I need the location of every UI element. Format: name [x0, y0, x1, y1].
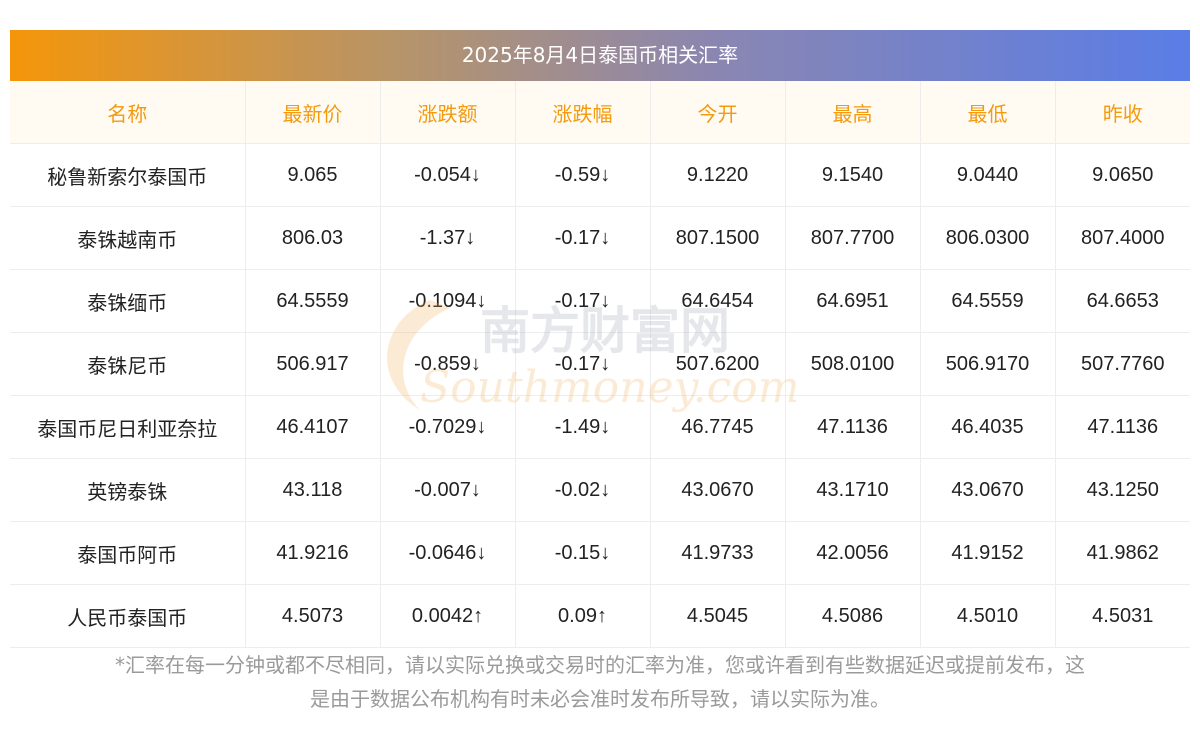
latest-cell: 506.917 — [245, 332, 381, 396]
low-cell: 46.4035 — [920, 395, 1056, 459]
name-cell: 英镑泰铢 — [10, 458, 246, 522]
change-cell: -0.7029↓ — [380, 395, 516, 459]
column-header-prev-close: 昨收 — [1055, 81, 1190, 144]
high-cell: 9.1540 — [785, 143, 921, 207]
name-cell: 泰铢尼币 — [10, 332, 246, 396]
disclaimer-line-1: *汇率在每一分钟或都不尽相同，请以实际兑换或交易时的汇率为准，您或许看到有些数据… — [115, 653, 1085, 677]
table-row: 泰铢缅币 64.5559 -0.1094↓ -0.17↓ 64.6454 64.6951 6… — [10, 269, 1190, 333]
low-cell: 64.5559 — [920, 269, 1056, 333]
latest-cell: 46.4107 — [245, 395, 381, 459]
change-cell: -0.054↓ — [380, 143, 516, 207]
open-cell: 807.1500 — [650, 206, 786, 270]
change-pct-cell: -1.49↓ — [515, 395, 651, 459]
low-cell: 41.9152 — [920, 521, 1056, 585]
low-cell: 43.0670 — [920, 458, 1056, 522]
change-cell: 0.0042↑ — [380, 584, 516, 648]
high-cell: 64.6951 — [785, 269, 921, 333]
latest-cell: 4.5073 — [245, 584, 381, 648]
name-cell: 泰国币尼日利亚奈拉 — [10, 395, 246, 459]
prev-close-cell: 807.4000 — [1055, 206, 1190, 270]
high-cell: 43.1710 — [785, 458, 921, 522]
change-pct-cell: -0.17↓ — [515, 269, 651, 333]
change-cell: -0.0646↓ — [380, 521, 516, 585]
high-cell: 508.0100 — [785, 332, 921, 396]
open-cell: 41.9733 — [650, 521, 786, 585]
high-cell: 42.0056 — [785, 521, 921, 585]
column-header-change: 涨跌额 — [380, 81, 516, 144]
name-cell: 秘鲁新索尔泰国币 — [10, 143, 246, 207]
latest-cell: 41.9216 — [245, 521, 381, 585]
prev-close-cell: 507.7760 — [1055, 332, 1190, 396]
prev-close-cell: 47.1136 — [1055, 395, 1190, 459]
change-pct-cell: -0.17↓ — [515, 206, 651, 270]
table-row: 泰铢尼币 506.917 -0.859↓ -0.17↓ 507.6200 508.0100… — [10, 332, 1190, 396]
low-cell: 9.0440 — [920, 143, 1056, 207]
name-cell: 泰铢越南币 — [10, 206, 246, 270]
column-header-latest: 最新价 — [245, 81, 381, 144]
low-cell: 4.5010 — [920, 584, 1056, 648]
prev-close-cell: 9.0650 — [1055, 143, 1190, 207]
column-header-high: 最高 — [785, 81, 921, 144]
name-cell: 人民币泰国币 — [10, 584, 246, 648]
latest-cell: 9.065 — [245, 143, 381, 207]
change-pct-cell: 0.09↑ — [515, 584, 651, 648]
prev-close-cell: 41.9862 — [1055, 521, 1190, 585]
disclaimer-line-2: 是由于数据公布机构有时未必会准时发布所导致，请以实际为准。 — [310, 687, 890, 711]
change-cell: -0.859↓ — [380, 332, 516, 396]
table-row: 泰国币尼日利亚奈拉 46.4107 -0.7029↓ -1.49↓ 46.7745 47.… — [10, 395, 1190, 459]
table-body: 秘鲁新索尔泰国币 9.065 -0.054↓ -0.59↓ 9.1220 9.1540 9.… — [10, 143, 1190, 648]
low-cell: 506.9170 — [920, 332, 1056, 396]
rate-table: 名称 最新价 涨跌额 涨跌幅 今开 最高 最低 昨收 秘鲁新索尔泰国币 9.065… — [10, 81, 1190, 648]
column-header-change-pct: 涨跌幅 — [515, 81, 651, 144]
open-cell: 43.0670 — [650, 458, 786, 522]
name-cell: 泰铢缅币 — [10, 269, 246, 333]
name-cell: 泰国币阿币 — [10, 521, 246, 585]
table-row: 英镑泰铢 43.118 -0.007↓ -0.02↓ 43.0670 43.1710 43.… — [10, 458, 1190, 522]
column-header-open: 今开 — [650, 81, 786, 144]
latest-cell: 43.118 — [245, 458, 381, 522]
change-cell: -1.37↓ — [380, 206, 516, 270]
high-cell: 4.5086 — [785, 584, 921, 648]
low-cell: 806.0300 — [920, 206, 1056, 270]
change-pct-cell: -0.15↓ — [515, 521, 651, 585]
table-row: 秘鲁新索尔泰国币 9.065 -0.054↓ -0.59↓ 9.1220 9.1540 9.… — [10, 143, 1190, 207]
open-cell: 507.6200 — [650, 332, 786, 396]
page-title: 2025年8月4日泰国币相关汇率 — [10, 30, 1190, 81]
prev-close-cell: 64.6653 — [1055, 269, 1190, 333]
latest-cell: 64.5559 — [245, 269, 381, 333]
table-row: 泰国币阿币 41.9216 -0.0646↓ -0.15↓ 41.9733 42.0056… — [10, 521, 1190, 585]
prev-close-cell: 43.1250 — [1055, 458, 1190, 522]
change-cell: -0.007↓ — [380, 458, 516, 522]
table-row: 泰铢越南币 806.03 -1.37↓ -0.17↓ 807.1500 807.7700 8… — [10, 206, 1190, 270]
change-cell: -0.1094↓ — [380, 269, 516, 333]
rate-panel: 2025年8月4日泰国币相关汇率 名称 最新价 涨跌额 涨跌幅 今开 最高 最低… — [10, 30, 1190, 648]
column-header-low: 最低 — [920, 81, 1056, 144]
open-cell: 9.1220 — [650, 143, 786, 207]
change-pct-cell: -0.02↓ — [515, 458, 651, 522]
change-pct-cell: -0.59↓ — [515, 143, 651, 207]
column-header-name: 名称 — [10, 81, 246, 144]
table-header-row: 名称 最新价 涨跌额 涨跌幅 今开 最高 最低 昨收 — [10, 81, 1190, 144]
disclaimer-note: *汇率在每一分钟或都不尽相同，请以实际兑换或交易时的汇率为准，您或许看到有些数据… — [0, 648, 1200, 716]
high-cell: 47.1136 — [785, 395, 921, 459]
open-cell: 4.5045 — [650, 584, 786, 648]
change-pct-cell: -0.17↓ — [515, 332, 651, 396]
high-cell: 807.7700 — [785, 206, 921, 270]
open-cell: 46.7745 — [650, 395, 786, 459]
open-cell: 64.6454 — [650, 269, 786, 333]
table-row: 人民币泰国币 4.5073 0.0042↑ 0.09↑ 4.5045 4.5086 4.50… — [10, 584, 1190, 648]
prev-close-cell: 4.5031 — [1055, 584, 1190, 648]
latest-cell: 806.03 — [245, 206, 381, 270]
